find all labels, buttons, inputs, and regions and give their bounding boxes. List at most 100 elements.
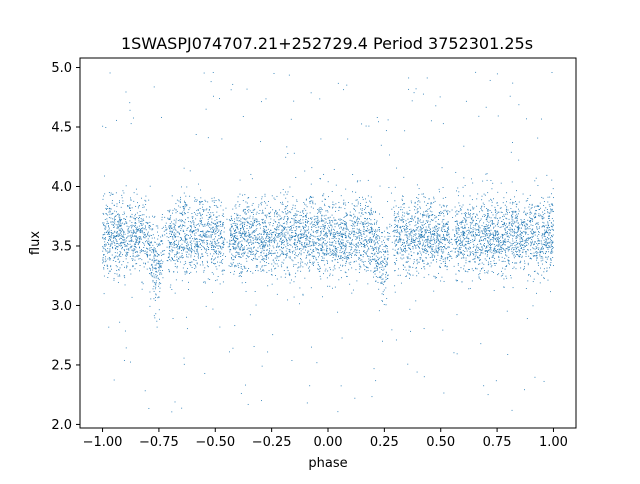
data-point <box>306 256 307 258</box>
data-point <box>500 207 502 209</box>
data-point <box>358 212 360 214</box>
data-point <box>497 274 499 276</box>
data-point <box>265 238 267 240</box>
data-point <box>185 245 187 247</box>
data-point <box>507 235 509 237</box>
data-point <box>268 212 270 214</box>
data-point <box>363 243 365 245</box>
data-point <box>408 88 410 90</box>
data-point <box>387 239 389 241</box>
data-point <box>521 233 523 235</box>
data-point <box>481 245 483 247</box>
data-point <box>160 266 162 268</box>
data-point <box>291 236 293 238</box>
data-point <box>498 232 500 234</box>
data-point <box>457 253 459 255</box>
data-point <box>323 225 325 227</box>
data-point <box>326 254 328 256</box>
data-point <box>504 227 506 229</box>
data-point <box>149 247 151 249</box>
data-point <box>469 195 471 197</box>
data-point <box>292 232 294 233</box>
data-point <box>386 226 388 228</box>
data-point <box>381 281 383 283</box>
data-point <box>200 256 202 258</box>
data-point <box>241 233 243 235</box>
data-point <box>417 204 419 206</box>
data-point <box>478 225 480 227</box>
data-point <box>436 236 438 238</box>
data-point <box>499 236 501 238</box>
data-point <box>277 252 279 254</box>
data-point <box>129 240 131 242</box>
data-point <box>523 247 525 249</box>
data-point <box>544 253 546 254</box>
data-point <box>478 225 480 227</box>
data-point <box>540 257 542 259</box>
data-point <box>491 233 493 235</box>
data-point <box>307 246 309 247</box>
data-point <box>163 253 165 255</box>
data-point <box>240 272 242 274</box>
data-point <box>518 255 519 257</box>
data-point <box>332 201 334 203</box>
data-point <box>516 235 518 237</box>
data-point <box>405 276 407 277</box>
data-point <box>278 209 280 211</box>
data-point <box>168 257 170 259</box>
data-point <box>458 229 460 231</box>
data-point <box>218 221 220 222</box>
data-point <box>291 209 293 211</box>
data-point <box>220 246 221 248</box>
data-point <box>285 234 287 236</box>
data-point <box>467 248 469 250</box>
data-point <box>485 246 487 248</box>
data-point <box>551 193 553 195</box>
data-point <box>462 230 464 232</box>
data-point <box>183 357 185 359</box>
data-point <box>515 211 517 213</box>
data-point <box>527 249 529 251</box>
data-point <box>202 264 204 266</box>
data-point <box>322 230 324 232</box>
data-point <box>483 239 485 241</box>
data-point <box>421 235 423 237</box>
data-point <box>319 267 321 269</box>
data-point <box>355 246 357 248</box>
data-point <box>492 272 494 273</box>
data-point <box>403 245 405 247</box>
data-point <box>483 245 485 246</box>
data-point <box>489 240 491 242</box>
data-point <box>264 231 266 233</box>
data-point <box>129 109 131 111</box>
data-point <box>544 229 546 231</box>
data-point <box>460 251 462 253</box>
data-point <box>345 237 347 239</box>
data-point <box>147 223 149 225</box>
data-point <box>494 206 496 208</box>
data-point <box>440 246 442 248</box>
data-point <box>414 215 416 217</box>
data-point <box>420 230 422 232</box>
data-point <box>311 227 313 228</box>
data-point <box>524 242 525 244</box>
data-point <box>140 228 141 230</box>
data-point <box>202 208 204 210</box>
data-point <box>155 277 157 279</box>
data-point <box>251 223 253 225</box>
data-point <box>510 275 512 276</box>
data-point <box>355 254 357 256</box>
data-point <box>508 247 510 249</box>
data-point <box>170 242 172 244</box>
data-point <box>506 201 507 203</box>
data-point <box>329 221 331 223</box>
data-point <box>536 259 538 261</box>
data-point <box>355 222 357 224</box>
data-point <box>236 216 238 218</box>
data-point <box>377 229 379 231</box>
data-point <box>300 233 302 235</box>
data-point <box>159 274 161 276</box>
data-point <box>455 241 457 243</box>
data-point <box>546 258 548 260</box>
data-point <box>161 219 163 221</box>
